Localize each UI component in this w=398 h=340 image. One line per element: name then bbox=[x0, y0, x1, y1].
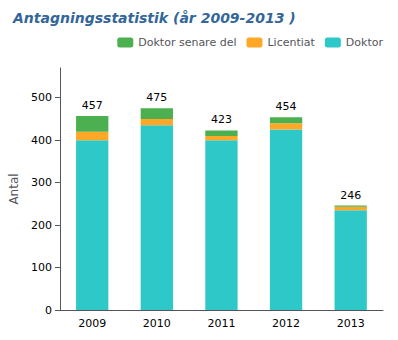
svg-text:423: 423 bbox=[211, 113, 232, 126]
svg-text:2010: 2010 bbox=[143, 317, 171, 330]
svg-text:246: 246 bbox=[340, 189, 361, 202]
svg-text:Licentiat: Licentiat bbox=[267, 36, 315, 49]
svg-text:2013: 2013 bbox=[337, 317, 365, 330]
svg-text:475: 475 bbox=[146, 91, 167, 104]
svg-text:457: 457 bbox=[82, 99, 103, 112]
svg-text:Doktor senare del: Doktor senare del bbox=[138, 36, 236, 49]
svg-text:Antal: Antal bbox=[7, 173, 21, 204]
svg-text:100: 100 bbox=[31, 261, 52, 274]
svg-text:0: 0 bbox=[45, 304, 52, 317]
svg-text:Doktor: Doktor bbox=[346, 36, 384, 49]
svg-text:2012: 2012 bbox=[272, 317, 300, 330]
svg-text:500: 500 bbox=[31, 91, 52, 104]
svg-text:400: 400 bbox=[31, 134, 52, 147]
svg-text:200: 200 bbox=[31, 219, 52, 232]
svg-text:454: 454 bbox=[276, 100, 297, 113]
svg-text:300: 300 bbox=[31, 176, 52, 189]
svg-text:Antagningsstatistik (år 2009-2: Antagningsstatistik (år 2009-2013 ) bbox=[12, 10, 296, 26]
svg-text:2011: 2011 bbox=[207, 317, 235, 330]
svg-text:2009: 2009 bbox=[78, 317, 106, 330]
